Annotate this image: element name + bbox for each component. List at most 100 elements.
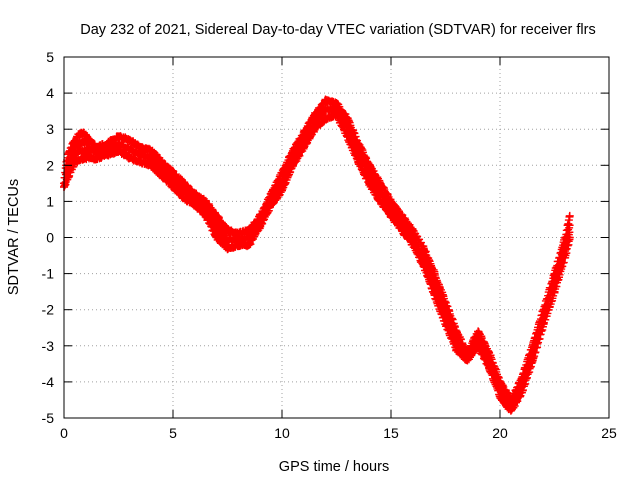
data-point [190, 201, 199, 210]
data-point [474, 327, 483, 336]
data-point [463, 349, 472, 358]
y-tick-label: 1 [46, 193, 54, 209]
grid-lines [64, 57, 609, 418]
data-point [531, 348, 540, 357]
data-point [299, 143, 308, 152]
y-axis-title: SDTVAR / TECUs [6, 179, 22, 295]
data-point [387, 197, 395, 206]
data-point [441, 298, 450, 307]
data-point [530, 352, 539, 361]
data-point [310, 125, 319, 134]
data-point [408, 240, 417, 249]
x-tick-label: 5 [169, 425, 177, 441]
data-point [397, 226, 406, 235]
data-point [343, 114, 352, 123]
data-series-sdtvar [60, 95, 574, 415]
data-point [310, 110, 319, 119]
data-point [332, 110, 341, 119]
data-point [365, 161, 374, 170]
data-point [245, 226, 254, 235]
data-point [441, 320, 450, 329]
data-point [565, 211, 574, 220]
data-point [179, 179, 188, 188]
data-point [565, 221, 574, 230]
data-point [528, 356, 537, 365]
data-point [92, 154, 101, 163]
data-point [485, 363, 494, 372]
data-point [212, 211, 221, 220]
data-point [555, 270, 564, 279]
data-point [267, 190, 276, 199]
data-point [81, 154, 90, 163]
data-point [561, 251, 570, 260]
data-point [354, 157, 363, 166]
data-point [512, 398, 521, 407]
data-point [526, 362, 535, 371]
data-point [70, 157, 79, 166]
data-point [387, 211, 395, 220]
data-point [77, 128, 86, 137]
x-tick-label: 25 [601, 425, 617, 441]
y-tick-label: -5 [42, 410, 55, 426]
data-point [332, 99, 341, 108]
data-point [357, 144, 366, 153]
data-point [86, 136, 95, 145]
data-point [81, 130, 90, 139]
data-point [550, 269, 559, 278]
y-tick-label: 0 [46, 230, 54, 246]
data-point [114, 146, 123, 155]
y-tick-label: -1 [42, 266, 55, 282]
data-point [474, 341, 483, 350]
data-point [179, 193, 188, 202]
data-point [463, 356, 472, 365]
data-point [430, 269, 439, 278]
y-tick-label: -4 [42, 374, 55, 390]
data-point [343, 132, 352, 141]
data-point [201, 211, 210, 220]
data-point [485, 349, 494, 358]
data-point [354, 139, 363, 148]
chart-title: Day 232 of 2021, Sidereal Day-to-day VTE… [80, 22, 595, 38]
data-point [419, 244, 428, 253]
y-tick-label: -3 [42, 338, 55, 354]
data-point [125, 154, 134, 163]
y-tick-label: 3 [46, 121, 54, 137]
axis-ticks: 0 5 10 15 20 25 -5 -4 -3 -2 -1 0 1 2 3 4 5 [42, 49, 617, 441]
data-point [299, 128, 308, 137]
data-point [234, 229, 243, 238]
y-tick-label: 5 [46, 49, 54, 65]
data-point [550, 287, 559, 296]
data-point [201, 197, 210, 206]
data-point [158, 157, 167, 166]
data-point [147, 146, 156, 155]
data-point [430, 291, 439, 300]
data-point [376, 197, 385, 206]
data-point [365, 179, 374, 188]
data-point [73, 132, 82, 141]
data-point [397, 211, 406, 220]
data-point [321, 114, 330, 123]
data-point [158, 172, 167, 181]
data-point [103, 150, 112, 159]
data-point [565, 233, 574, 242]
data-point [136, 157, 145, 166]
data-point [539, 305, 548, 314]
data-point [539, 320, 548, 329]
y-tick-label: 2 [46, 157, 54, 173]
data-point [506, 406, 515, 415]
data-point [190, 190, 199, 199]
data-point [245, 240, 254, 249]
data-point [452, 345, 461, 354]
data-point [496, 392, 504, 401]
data-point [528, 341, 537, 350]
data-point [136, 143, 145, 152]
data-point [256, 222, 265, 231]
data-point [440, 297, 449, 306]
data-point [125, 136, 134, 145]
data-point [223, 244, 232, 253]
y-tick-label: -2 [42, 302, 55, 318]
x-tick-label: 0 [60, 425, 68, 441]
data-point [520, 380, 529, 389]
data-point [278, 168, 286, 177]
